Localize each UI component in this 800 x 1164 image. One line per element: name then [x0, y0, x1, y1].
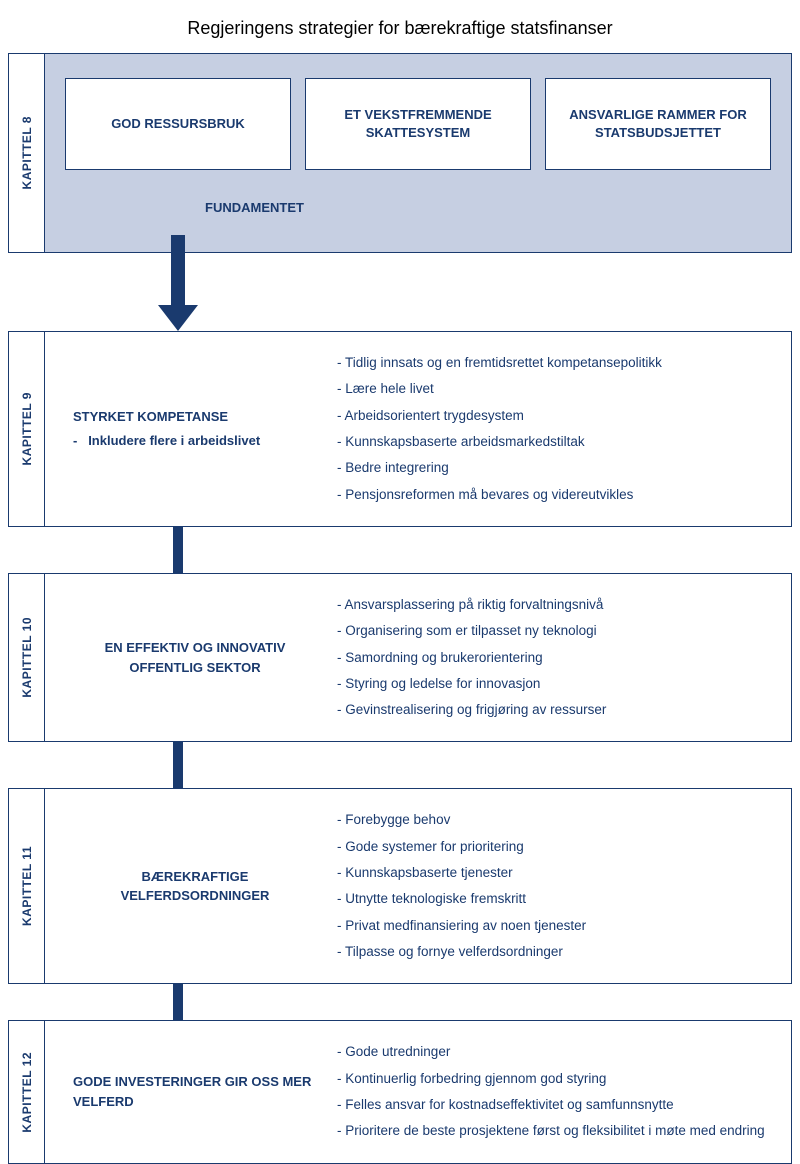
chapter-9-sub: Inkludere flere i arbeidslivet — [88, 433, 260, 448]
list-item: Felles ansvar for kostnadseffektivitet o… — [337, 1092, 781, 1118]
chapter-8-tab-label: KAPITTEL 8 — [20, 116, 34, 189]
chapter-9-sub-prefix: - — [73, 433, 77, 448]
chapter-9-heading: STYRKET KOMPETANSE - Inkludere flere i a… — [45, 332, 337, 526]
chapter-11-items: Forebygge behovGode systemer for priorit… — [337, 789, 791, 983]
chapter-9-items: Tidlig innsats og en fremtidsrettet komp… — [337, 332, 791, 526]
list-item: Gode systemer for prioritering — [337, 834, 781, 860]
list-item: Kontinuerlig forbedring gjennom god styr… — [337, 1066, 781, 1092]
chapter-10-tab: KAPITTEL 10 — [9, 574, 45, 742]
list-item: Gode utredninger — [337, 1039, 781, 1065]
list-item: Organisering som er tilpasset ny teknolo… — [337, 618, 781, 644]
arrow-shaft-icon — [171, 235, 185, 305]
list-item: Tilpasse og fornye velferdsordninger — [337, 939, 781, 965]
chapter-11-tab: KAPITTEL 11 — [9, 789, 45, 983]
arrow-head-icon — [158, 305, 198, 331]
list-item: Utnytte teknologiske fremskritt — [337, 886, 781, 912]
list-item: Gevinstrealisering og frigjøring av ress… — [337, 697, 781, 723]
pillar-3: ANSVARLIGE RAMMER FOR STATSBUDSJETTET — [545, 78, 771, 170]
chapter-8-body: GOD RESSURSBRUK ET VEKSTFREMMENDE SKATTE… — [45, 54, 791, 252]
list-item: Lære hele livet — [337, 376, 781, 402]
list-item: Tidlig innsats og en fremtidsrettet komp… — [337, 350, 781, 376]
pillar-1: GOD RESSURSBRUK — [65, 78, 291, 170]
list-item: Arbeidsorientert trygdesystem — [337, 403, 781, 429]
chapter-10-items: Ansvarsplassering på riktig forvaltnings… — [337, 574, 791, 742]
chapter-11-heading: BÆREKRAFTIGE VELFERDSORDNINGER — [45, 789, 337, 983]
chapter-10-tab-label: KAPITTEL 10 — [20, 617, 34, 698]
list-item: Kunnskapsbaserte tjenester — [337, 860, 781, 886]
chapter-12-tab-label: KAPITTEL 12 — [20, 1052, 34, 1133]
list-item: Prioritere de beste prosjektene først og… — [337, 1118, 781, 1144]
fundament-label: FUNDAMENTET — [205, 200, 771, 215]
chapter-11-heading-main: BÆREKRAFTIGE VELFERDSORDNINGER — [73, 867, 317, 906]
page-title: Regjeringens strategier for bærekraftige… — [0, 0, 800, 53]
pillars-row: GOD RESSURSBRUK ET VEKSTFREMMENDE SKATTE… — [65, 78, 771, 170]
chapter-10-row: KAPITTEL 10 EN EFFEKTIV OG INNOVATIV OFF… — [8, 573, 792, 743]
chapter-11-row: KAPITTEL 11 BÆREKRAFTIGE VELFERDSORDNING… — [8, 788, 792, 984]
chapter-10-heading: EN EFFEKTIV OG INNOVATIV OFFENTLIG SEKTO… — [45, 574, 337, 742]
chapter-9-row: KAPITTEL 9 STYRKET KOMPETANSE - Inkluder… — [8, 331, 792, 527]
connector-bar-icon — [173, 741, 183, 789]
list-item: Privat medfinansiering av noen tjenester — [337, 913, 781, 939]
chapter-12-items: Gode utredningerKontinuerlig forbedring … — [337, 1021, 791, 1162]
chapter-8-tab: KAPITTEL 8 — [9, 54, 45, 252]
list-item: Bedre integrering — [337, 455, 781, 481]
chapter-9-tab-label: KAPITTEL 9 — [20, 392, 34, 465]
list-item: Kunnskapsbaserte arbeidsmarkedstiltak — [337, 429, 781, 455]
chapter-9-heading-main: STYRKET KOMPETANSE — [73, 409, 228, 424]
connector-9-10 — [8, 527, 792, 573]
chapter-12-tab: KAPITTEL 12 — [9, 1021, 45, 1162]
list-item: Styring og ledelse for innovasjon — [337, 671, 781, 697]
strategy-diagram: KAPITTEL 8 GOD RESSURSBRUK ET VEKSTFREMM… — [8, 53, 792, 1164]
connector-bar-icon — [173, 983, 183, 1021]
list-item: Pensjonsreformen må bevares og videreutv… — [337, 482, 781, 508]
chapter-10-heading-main: EN EFFEKTIV OG INNOVATIV OFFENTLIG SEKTO… — [73, 638, 317, 677]
chapter-9-tab: KAPITTEL 9 — [9, 332, 45, 526]
arrow-connector — [8, 253, 792, 331]
chapter-11-tab-label: KAPITTEL 11 — [20, 846, 34, 926]
pillar-2: ET VEKSTFREMMENDE SKATTESYSTEM — [305, 78, 531, 170]
chapter-12-row: KAPITTEL 12 GODE INVESTERINGER GIR OSS M… — [8, 1020, 792, 1163]
connector-11-12 — [8, 984, 792, 1020]
chapter-12-heading: GODE INVESTERINGER GIR OSS MER VELFERD — [45, 1021, 337, 1162]
chapter-12-heading-main: GODE INVESTERINGER GIR OSS MER VELFERD — [73, 1072, 317, 1111]
chapter-8-block: KAPITTEL 8 GOD RESSURSBRUK ET VEKSTFREMM… — [8, 53, 792, 253]
connector-10-11 — [8, 742, 792, 788]
list-item: Ansvarsplassering på riktig forvaltnings… — [337, 592, 781, 618]
list-item: Forebygge behov — [337, 807, 781, 833]
connector-bar-icon — [173, 526, 183, 574]
list-item: Samordning og brukerorientering — [337, 645, 781, 671]
